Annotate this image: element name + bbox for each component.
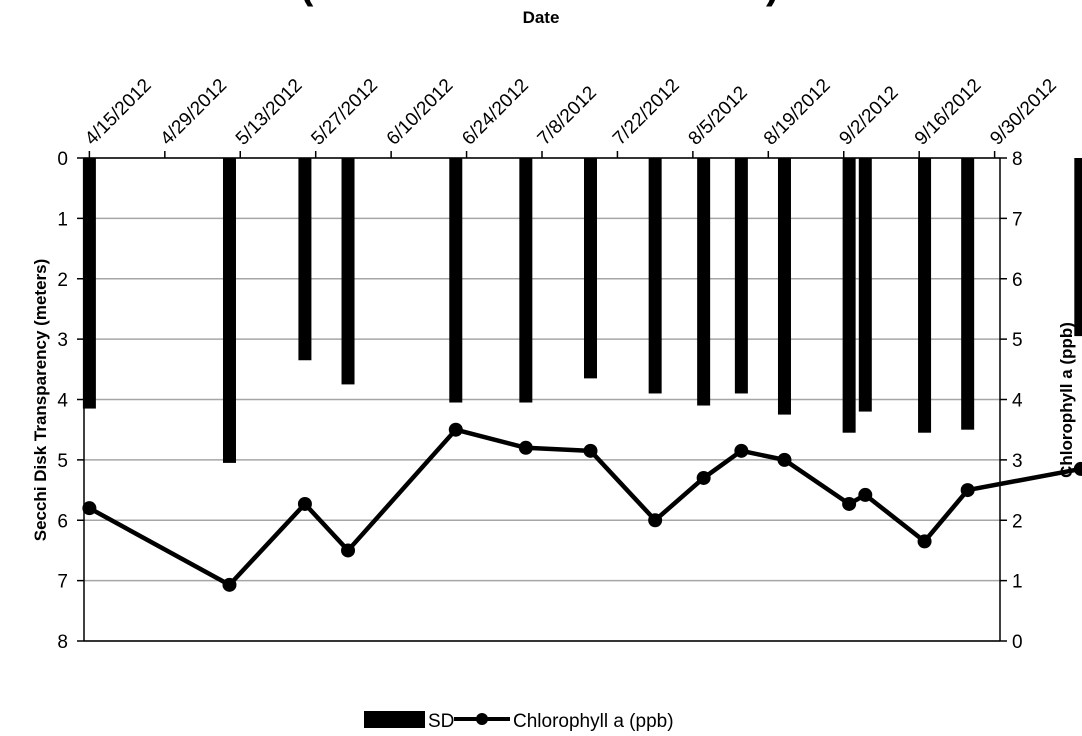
y-axis-left-title: Secchi Disk Transparency (meters) [31, 259, 50, 542]
y-right-tick-label: 7 [1012, 209, 1023, 230]
axis-layer [77, 151, 1007, 642]
line-layer [82, 422, 1082, 592]
y-right-tick-label: 0 [1012, 632, 1023, 653]
chlorophyll-point [842, 496, 857, 511]
chlorophyll-point [1073, 461, 1082, 476]
x-tick-label: 5/27/2012 [307, 75, 382, 150]
sd-bar [82, 158, 96, 409]
y-left-tick-label: 6 [57, 511, 68, 532]
sd-bar [918, 158, 932, 433]
sd-bar [583, 158, 597, 379]
sd-bar [341, 158, 355, 385]
x-tick-label: 4/29/2012 [157, 75, 232, 150]
sd-bar [298, 158, 312, 361]
chlorophyll-point [297, 496, 312, 511]
sd-bar [648, 158, 662, 394]
x-tick-label: 9/16/2012 [911, 75, 986, 150]
x-tick-label: 8/5/2012 [685, 82, 752, 149]
y-left-tick-label: 3 [57, 330, 68, 351]
sd-bar [697, 158, 711, 406]
chlorophyll-point [917, 534, 932, 549]
sd-bar [842, 158, 856, 433]
chlorophyll-point [960, 483, 975, 498]
x-tick-label: 7/22/2012 [609, 75, 684, 150]
y-left-tick-label: 7 [57, 572, 68, 593]
chlorophyll-point [341, 543, 356, 558]
sd-bar [858, 158, 872, 412]
chlorophyll-point [448, 422, 463, 437]
chlorophyll-point [583, 443, 598, 458]
x-tick-label: 6/24/2012 [458, 75, 533, 150]
y-left-tick-label: 4 [57, 391, 68, 412]
x-tick-label: 5/13/2012 [232, 75, 307, 150]
chlorophyll-point [648, 513, 663, 528]
sd-bar [1074, 158, 1082, 337]
sd-bar [222, 158, 236, 463]
y-right-tick-label: 5 [1012, 330, 1023, 351]
chlorophyll-point [518, 440, 533, 455]
chlorophyll-point [222, 577, 237, 592]
x-tick-label: 7/8/2012 [534, 82, 601, 149]
chlorophyll-line [88, 427, 1082, 588]
bar-layer [82, 158, 1082, 463]
legend-sd-swatch [364, 711, 425, 728]
x-axis-title: Date [523, 8, 560, 27]
x-tick-label: 8/19/2012 [760, 75, 835, 150]
y-right-tick-label: 6 [1012, 270, 1023, 291]
chlorophyll-point [777, 452, 792, 467]
sd-bar [449, 158, 463, 403]
y-left-tick-label: 8 [57, 632, 68, 653]
legend-chl-marker [476, 713, 488, 725]
x-tick-label: 9/2/2012 [835, 82, 902, 149]
y-axis-right-title: Chlorophyll a (ppb) [1057, 322, 1076, 478]
y-right-tick-label: 4 [1012, 391, 1023, 412]
tick-label-layer: 4/15/2012 4/29/2012 5/13/2012 5/27/2012 6/10… [57, 75, 1060, 653]
legend-sd-label: SD [428, 711, 454, 732]
chlorophyll-point [734, 443, 749, 458]
y-left-tick-label: 1 [57, 209, 68, 230]
legend-chl-label: Chlorophyll a (ppb) [513, 711, 674, 732]
legend: SD Chlorophyll a (ppb) [364, 711, 674, 732]
y-left-tick-label: 2 [57, 270, 68, 291]
sd-bar [961, 158, 975, 430]
sd-bar [777, 158, 791, 415]
chart-title-close: ) [766, 0, 779, 7]
chlorophyll-point [858, 487, 873, 502]
x-tick-label: 9/30/2012 [986, 75, 1061, 150]
sd-bar [519, 158, 533, 403]
chlorophyll-point [696, 470, 711, 485]
sd-bar [734, 158, 748, 394]
x-tick-label: 4/15/2012 [81, 75, 156, 150]
chart-title-open: ( [300, 0, 314, 7]
chlorophyll-point [82, 501, 97, 516]
y-right-tick-label: 1 [1012, 572, 1023, 593]
x-tick-label: 6/10/2012 [383, 75, 458, 150]
y-right-tick-label: 2 [1012, 511, 1023, 532]
y-right-tick-label: 3 [1012, 451, 1023, 472]
y-left-tick-label: 5 [57, 451, 68, 472]
y-left-tick-label: 0 [57, 149, 68, 170]
y-right-tick-label: 8 [1012, 149, 1023, 170]
